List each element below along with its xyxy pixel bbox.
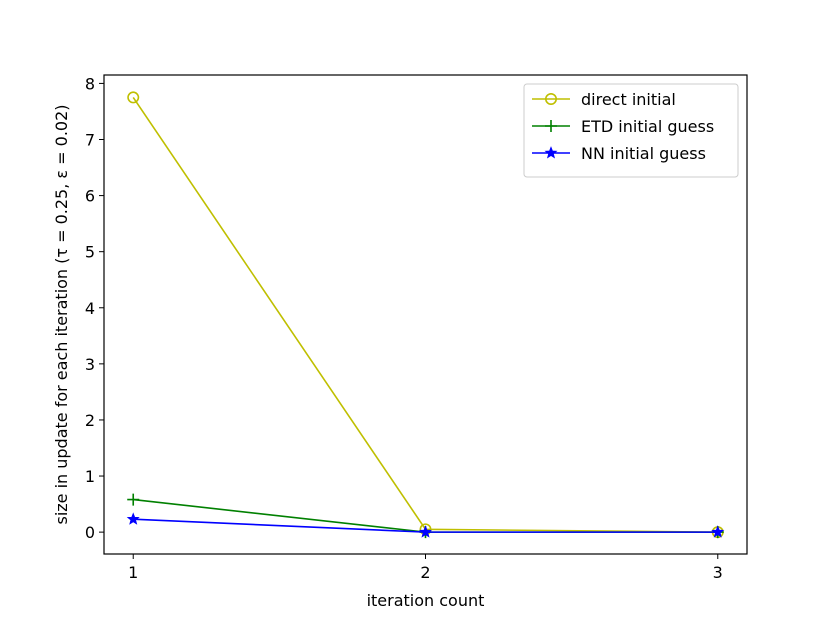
data-point [127,91,140,104]
y-tick-label: 0 [85,523,95,542]
x-tick-label: 3 [713,563,723,582]
x-axis-label: iteration count [367,591,485,610]
data-point [419,525,432,538]
y-tick-label: 3 [85,355,95,374]
legend-box [523,83,739,178]
y-tick-label: 5 [85,243,95,262]
data-point [126,512,140,525]
y-tick-label: 6 [85,187,95,206]
y-tick-label: 1 [85,467,95,486]
data-point [711,525,725,538]
legend-marker [544,146,558,159]
legend-entry: NN initial guess [532,144,706,163]
legend-label: ETD initial guess [581,117,714,136]
x-tick-label: 1 [128,563,138,582]
legend: direct initial ETD initial guess NN initia… [523,83,739,178]
x-tick-label: 2 [420,563,430,582]
legend-entry: ETD initial guess [532,117,714,136]
data-point [127,493,140,506]
series-layer [126,91,725,539]
legend-label: NN initial guess [581,144,706,163]
y-tick-label: 4 [85,299,95,318]
y-tick-label: 2 [85,411,95,430]
y-tick-label: 7 [85,131,95,150]
y-axis: 0 1 2 3 4 5 6 7 8 [85,74,104,542]
legend-entry: direct initial [532,90,676,109]
legend-label: direct initial [581,90,676,109]
legend-marker [544,93,557,106]
x-axis: 1 2 3 [128,554,723,582]
y-axis-label: size in update for each iteration (τ = 0… [52,104,71,524]
legend-marker [545,120,557,132]
y-tick-label: 8 [85,74,95,93]
series-3 [126,512,725,538]
